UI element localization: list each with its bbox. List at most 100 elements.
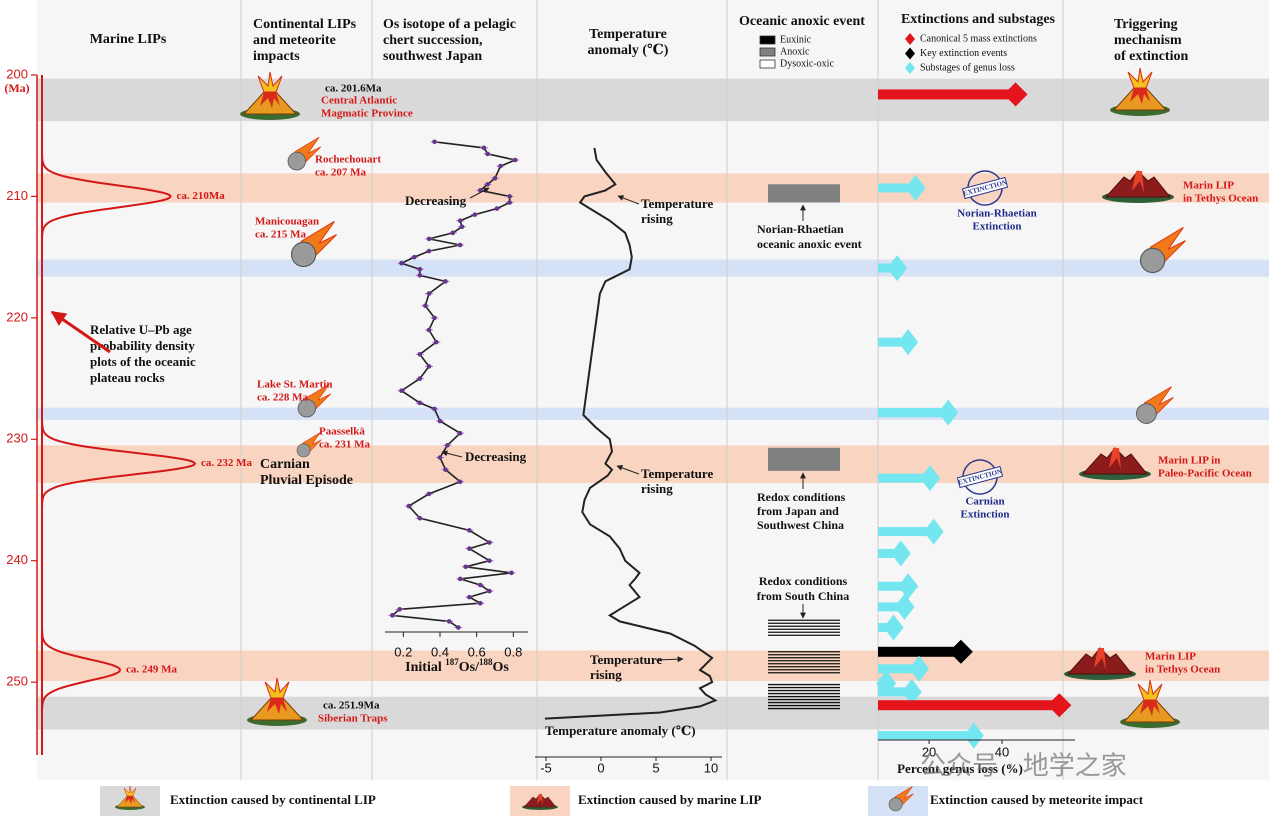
os-tick-label: 0.2 xyxy=(394,644,412,659)
extinction-arrow xyxy=(878,399,959,426)
rock xyxy=(287,151,307,171)
extinction-arrow xyxy=(878,174,926,201)
marine-lip-icon xyxy=(1079,447,1151,480)
os-label-part: 188 xyxy=(479,657,493,667)
extinction-arrow xyxy=(878,255,908,282)
os-point xyxy=(426,248,432,254)
lava xyxy=(1094,648,1106,670)
os-point xyxy=(443,279,448,284)
os-point xyxy=(397,606,402,612)
os-point xyxy=(485,151,490,157)
diamond xyxy=(905,33,915,45)
legend-label: Extinction caused by continental LIP xyxy=(170,792,376,807)
impact-annotation: ca. 207 Ma xyxy=(315,167,367,179)
trigger-note: Marin LIP xyxy=(1183,180,1234,192)
temperature-annotation: Temperature xyxy=(590,652,662,667)
volcano-icon xyxy=(240,71,300,120)
extinction-note: Carnian xyxy=(965,496,1004,508)
redox-band xyxy=(768,619,840,636)
age-band xyxy=(37,445,1269,483)
os-curve xyxy=(390,141,518,629)
age-axis-label: (Ma) xyxy=(4,81,29,95)
extinction-arrow xyxy=(878,678,922,705)
extinction-arrow xyxy=(878,465,941,492)
oae-legend-label: Anoxic xyxy=(780,46,810,57)
lava xyxy=(1130,88,1150,104)
os-axis-label: Initial 187Os/188Os xyxy=(405,657,509,675)
cone xyxy=(1081,447,1149,475)
diamond xyxy=(898,329,919,356)
meteorite-icon xyxy=(1136,386,1174,424)
os-point xyxy=(399,388,404,394)
os-point xyxy=(456,625,461,630)
oae-event xyxy=(768,184,840,203)
os-point xyxy=(417,351,423,357)
oae-note: from Japan and xyxy=(757,504,839,518)
os-point xyxy=(478,582,483,588)
extinction-tick-label: 40 xyxy=(995,744,1009,759)
rock xyxy=(1136,403,1157,424)
oae-legend-label: Euxinic xyxy=(780,34,812,45)
diamond xyxy=(938,399,959,426)
diamond xyxy=(905,174,926,201)
temperature-tick-label: 5 xyxy=(652,760,659,775)
eruption xyxy=(1127,67,1153,89)
os-label-part: Os xyxy=(492,660,509,675)
trigger-note: Paleo-Pacific Ocean xyxy=(1158,468,1252,480)
peak-label: ca. 210Ma xyxy=(177,190,226,202)
impact-annotation: ca. 228 Ma xyxy=(257,392,309,404)
oae-note: Southwest China xyxy=(757,518,844,532)
os-point xyxy=(417,266,423,272)
arrow-shaft xyxy=(878,408,949,418)
density-note: plots of the oceanic xyxy=(90,354,196,369)
impact-annotation: Rochechouart xyxy=(315,154,381,166)
os-point xyxy=(412,254,417,260)
arrow-shaft xyxy=(878,581,909,591)
os-point xyxy=(467,546,472,551)
age-band xyxy=(37,173,1269,203)
os-point xyxy=(492,175,498,181)
os-point xyxy=(507,194,512,199)
os-label-part: Os/ xyxy=(459,660,480,675)
os-point xyxy=(512,157,518,163)
impact-annotation: ca. 201.6Ma xyxy=(325,83,382,95)
arrow-shaft xyxy=(878,527,934,537)
annotation-arrow xyxy=(469,187,490,199)
peak-label: ca. 249 Ma xyxy=(126,664,178,676)
legend-label: Extinction caused by meteorite impact xyxy=(930,792,1144,807)
os-point xyxy=(446,619,452,624)
os-point xyxy=(509,570,514,576)
arrow-shaft xyxy=(878,337,909,347)
column-header: Oceanic anoxic event xyxy=(739,14,865,29)
os-label-part: 187 xyxy=(445,657,459,667)
impact-annotation: Magmatic Province xyxy=(321,108,413,120)
temperature-axis-label: Temperature anomaly (℃) xyxy=(545,723,696,738)
os-point xyxy=(467,594,472,600)
oae-note: Norian-Rhaetian xyxy=(757,222,844,236)
oae-note: Redox conditions xyxy=(757,490,846,504)
annotation-arrow xyxy=(441,450,463,458)
diamond xyxy=(887,255,908,282)
oae-legend-swatch xyxy=(759,35,776,45)
temperature-annotation: rising xyxy=(641,211,673,226)
diamond xyxy=(909,655,930,682)
volcano-icon xyxy=(1110,67,1170,116)
arrow-shaft xyxy=(878,646,961,657)
os-tick-label: 0.6 xyxy=(468,644,486,659)
oae-legend-swatch xyxy=(759,59,776,69)
age-tick-label: 210 xyxy=(6,188,28,203)
impact-annotation: ca. 231 Ma xyxy=(319,439,371,451)
os-point xyxy=(426,327,432,333)
os-point xyxy=(459,224,465,230)
rock xyxy=(1139,247,1166,274)
trigger-note: in Tethys Ocean xyxy=(1145,664,1220,676)
os-point xyxy=(457,430,463,436)
os-point xyxy=(472,212,478,217)
os-annotation: Decreasing xyxy=(405,193,467,208)
rock xyxy=(290,241,317,268)
age-tick-label: 240 xyxy=(6,552,28,567)
cone xyxy=(1066,647,1134,675)
oae-legend-label: Dysoxic-oxic xyxy=(780,58,834,69)
rock xyxy=(888,797,903,812)
